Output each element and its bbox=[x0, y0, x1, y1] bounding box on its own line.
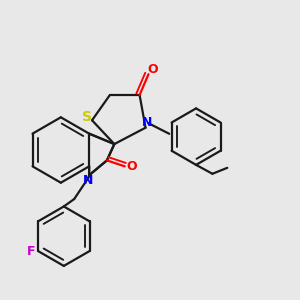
Text: N: N bbox=[82, 174, 93, 187]
Text: S: S bbox=[82, 110, 92, 124]
Text: N: N bbox=[142, 116, 152, 129]
Text: O: O bbox=[126, 160, 136, 173]
Text: O: O bbox=[148, 63, 158, 76]
Text: F: F bbox=[26, 244, 35, 258]
